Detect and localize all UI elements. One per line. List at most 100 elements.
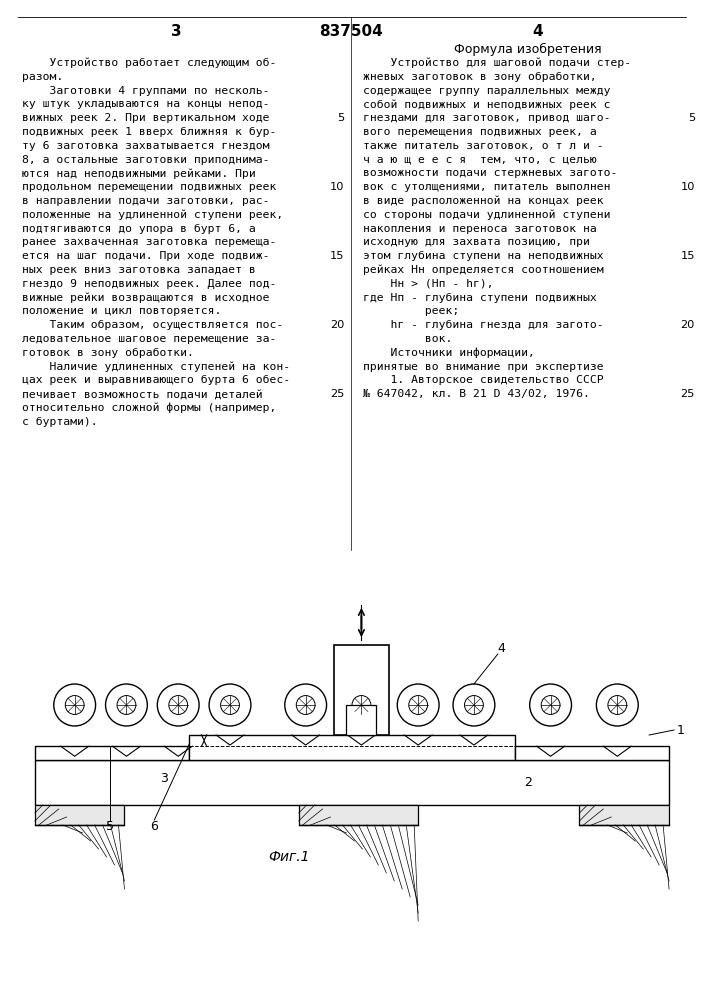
Bar — [346, 705, 377, 735]
Text: вок с утолщениями, питатель выполнен: вок с утолщениями, питатель выполнен — [363, 182, 611, 192]
Text: этом глубина ступени на неподвижных: этом глубина ступени на неподвижных — [363, 251, 604, 261]
Text: накопления и переноса заготовок на: накопления и переноса заготовок на — [363, 224, 597, 234]
Text: гнездо 9 неподвижных реек. Далее под-: гнездо 9 неподвижных реек. Далее под- — [22, 279, 276, 289]
Circle shape — [285, 684, 327, 726]
Text: Источники информации,: Источники информации, — [363, 348, 535, 358]
Text: собой подвижных и неподвижных реек с: собой подвижных и неподвижных реек с — [363, 99, 611, 110]
Text: вок.: вок. — [363, 334, 452, 344]
Circle shape — [409, 696, 428, 714]
Circle shape — [54, 684, 95, 726]
Text: исходную для захвата позицию, при: исходную для захвата позицию, при — [363, 237, 590, 247]
Circle shape — [296, 696, 315, 714]
Text: подвижных реек 1 вверх ближняя к бур-: подвижных реек 1 вверх ближняя к бур- — [22, 127, 276, 137]
Text: 4: 4 — [498, 643, 506, 656]
Text: рейках Нн определяется соотношением: рейках Нн определяется соотношением — [363, 265, 604, 275]
Text: Нн > (Нп - hг),: Нн > (Нп - hг), — [363, 279, 494, 289]
Text: в виде расположенной на концах реек: в виде расположенной на концах реек — [363, 196, 604, 206]
Text: hг - глубина гнезда для загото-: hг - глубина гнезда для загото- — [363, 320, 604, 330]
Text: 15: 15 — [330, 251, 344, 261]
Bar — [35, 760, 669, 805]
Circle shape — [65, 696, 84, 714]
Text: Заготовки 4 группами по несколь-: Заготовки 4 группами по несколь- — [22, 86, 269, 96]
Text: продольном перемещении подвижных реек: продольном перемещении подвижных реек — [22, 182, 276, 192]
Text: относительно сложной формы (например,: относительно сложной формы (например, — [22, 403, 276, 413]
Text: вого перемещения подвижных реек, а: вого перемещения подвижных реек, а — [363, 127, 597, 137]
Text: ту 6 заготовка захватывается гнездом: ту 6 заготовка захватывается гнездом — [22, 141, 269, 151]
Bar — [580, 805, 669, 825]
Text: где Нп - глубина ступени подвижных: где Нп - глубина ступени подвижных — [363, 293, 597, 303]
Text: Фиг.1: Фиг.1 — [268, 850, 310, 864]
Text: 1: 1 — [677, 724, 685, 736]
Text: возможности подачи стержневых загото-: возможности подачи стержневых загото- — [363, 168, 618, 178]
Text: 8, а остальные заготовки приподнима-: 8, а остальные заготовки приподнима- — [22, 155, 269, 165]
Text: ются над неподвижными рейками. При: ются над неподвижными рейками. При — [22, 168, 256, 179]
Circle shape — [352, 696, 371, 714]
Circle shape — [464, 696, 484, 714]
Text: 10: 10 — [680, 182, 695, 192]
Text: 20: 20 — [681, 320, 695, 330]
Circle shape — [453, 684, 495, 726]
Text: 6: 6 — [151, 820, 158, 834]
Circle shape — [530, 684, 571, 726]
Text: 5: 5 — [337, 113, 344, 123]
Text: жневых заготовок в зону обработки,: жневых заготовок в зону обработки, — [363, 72, 597, 82]
Bar — [515, 746, 669, 760]
Text: ется на шаг подачи. При ходе подвиж-: ется на шаг подачи. При ходе подвиж- — [22, 251, 269, 261]
Text: печивает возможность подачи деталей: печивает возможность подачи деталей — [22, 389, 262, 399]
Text: 5: 5 — [105, 820, 114, 834]
Text: 5: 5 — [688, 113, 695, 123]
Text: Наличие удлиненных ступеней на кон-: Наличие удлиненных ступеней на кон- — [22, 361, 290, 372]
Text: ледовательное шаговое перемещение за-: ледовательное шаговое перемещение за- — [22, 334, 276, 344]
Circle shape — [541, 696, 560, 714]
Text: ч а ю щ е е с я  тем, что, с целью: ч а ю щ е е с я тем, что, с целью — [363, 155, 597, 165]
Circle shape — [169, 696, 187, 714]
Bar — [189, 735, 515, 760]
Text: Таким образом, осуществляется пос-: Таким образом, осуществляется пос- — [22, 320, 284, 330]
Text: содержащее группу параллельных между: содержащее группу параллельных между — [363, 86, 611, 96]
Text: гнездами для заготовок, привод шаго-: гнездами для заготовок, привод шаго- — [363, 113, 611, 123]
Text: № 647042, кл. B 21 D 43/02, 1976.: № 647042, кл. B 21 D 43/02, 1976. — [363, 389, 590, 399]
Text: со стороны подачи удлиненной ступени: со стороны подачи удлиненной ступени — [363, 210, 611, 220]
Text: подтягиваются до упора в бурт 6, а: подтягиваются до упора в бурт 6, а — [22, 224, 256, 234]
Text: ных реек вниз заготовка западает в: ных реек вниз заготовка западает в — [22, 265, 256, 275]
Text: готовок в зону обработки.: готовок в зону обработки. — [22, 348, 194, 358]
Text: 3: 3 — [171, 24, 182, 39]
Text: цах реек и выравнивающего бурта 6 обес-: цах реек и выравнивающего бурта 6 обес- — [22, 375, 290, 385]
Text: 1. Авторское свидетельство СССР: 1. Авторское свидетельство СССР — [363, 375, 604, 385]
Circle shape — [341, 684, 382, 726]
Text: 25: 25 — [330, 389, 344, 399]
Circle shape — [105, 684, 147, 726]
Text: принятые во внимание при экспертизе: принятые во внимание при экспертизе — [363, 362, 604, 372]
Text: 20: 20 — [330, 320, 344, 330]
Text: Устройство для шаговой подачи стер-: Устройство для шаговой подачи стер- — [363, 58, 631, 68]
Text: 837504: 837504 — [320, 24, 383, 39]
Bar — [35, 746, 189, 760]
Circle shape — [221, 696, 240, 714]
Text: вижных реек 2. При вертикальном ходе: вижных реек 2. При вертикальном ходе — [22, 113, 269, 123]
Circle shape — [608, 696, 626, 714]
Bar — [298, 805, 418, 825]
Text: 3: 3 — [160, 772, 168, 784]
Text: ку штук укладываются на концы непод-: ку штук укладываются на концы непод- — [22, 99, 269, 109]
Text: Формула изобретения: Формула изобретения — [454, 42, 602, 56]
Bar — [35, 805, 124, 825]
Circle shape — [209, 684, 251, 726]
Text: 25: 25 — [681, 389, 695, 399]
Text: 4: 4 — [532, 24, 543, 39]
Text: разом.: разом. — [22, 72, 63, 82]
Text: ранее захваченная заготовка перемеща-: ранее захваченная заготовка перемеща- — [22, 237, 276, 247]
Circle shape — [397, 684, 439, 726]
Text: положение и цикл повторяется.: положение и цикл повторяется. — [22, 306, 221, 316]
Text: 2: 2 — [524, 776, 532, 789]
Text: с буртами).: с буртами). — [22, 417, 98, 427]
Text: 15: 15 — [680, 251, 695, 261]
Text: также питатель заготовок, о т л и -: также питатель заготовок, о т л и - — [363, 141, 604, 151]
Text: 10: 10 — [330, 182, 344, 192]
Text: Устройство работает следующим об-: Устройство работает следующим об- — [22, 58, 276, 68]
Text: вижные рейки возвращаются в исходное: вижные рейки возвращаются в исходное — [22, 292, 269, 303]
Circle shape — [117, 696, 136, 714]
Text: в направлении подачи заготовки, рас-: в направлении подачи заготовки, рас- — [22, 196, 269, 206]
Bar — [334, 645, 389, 735]
Circle shape — [158, 684, 199, 726]
Circle shape — [597, 684, 638, 726]
